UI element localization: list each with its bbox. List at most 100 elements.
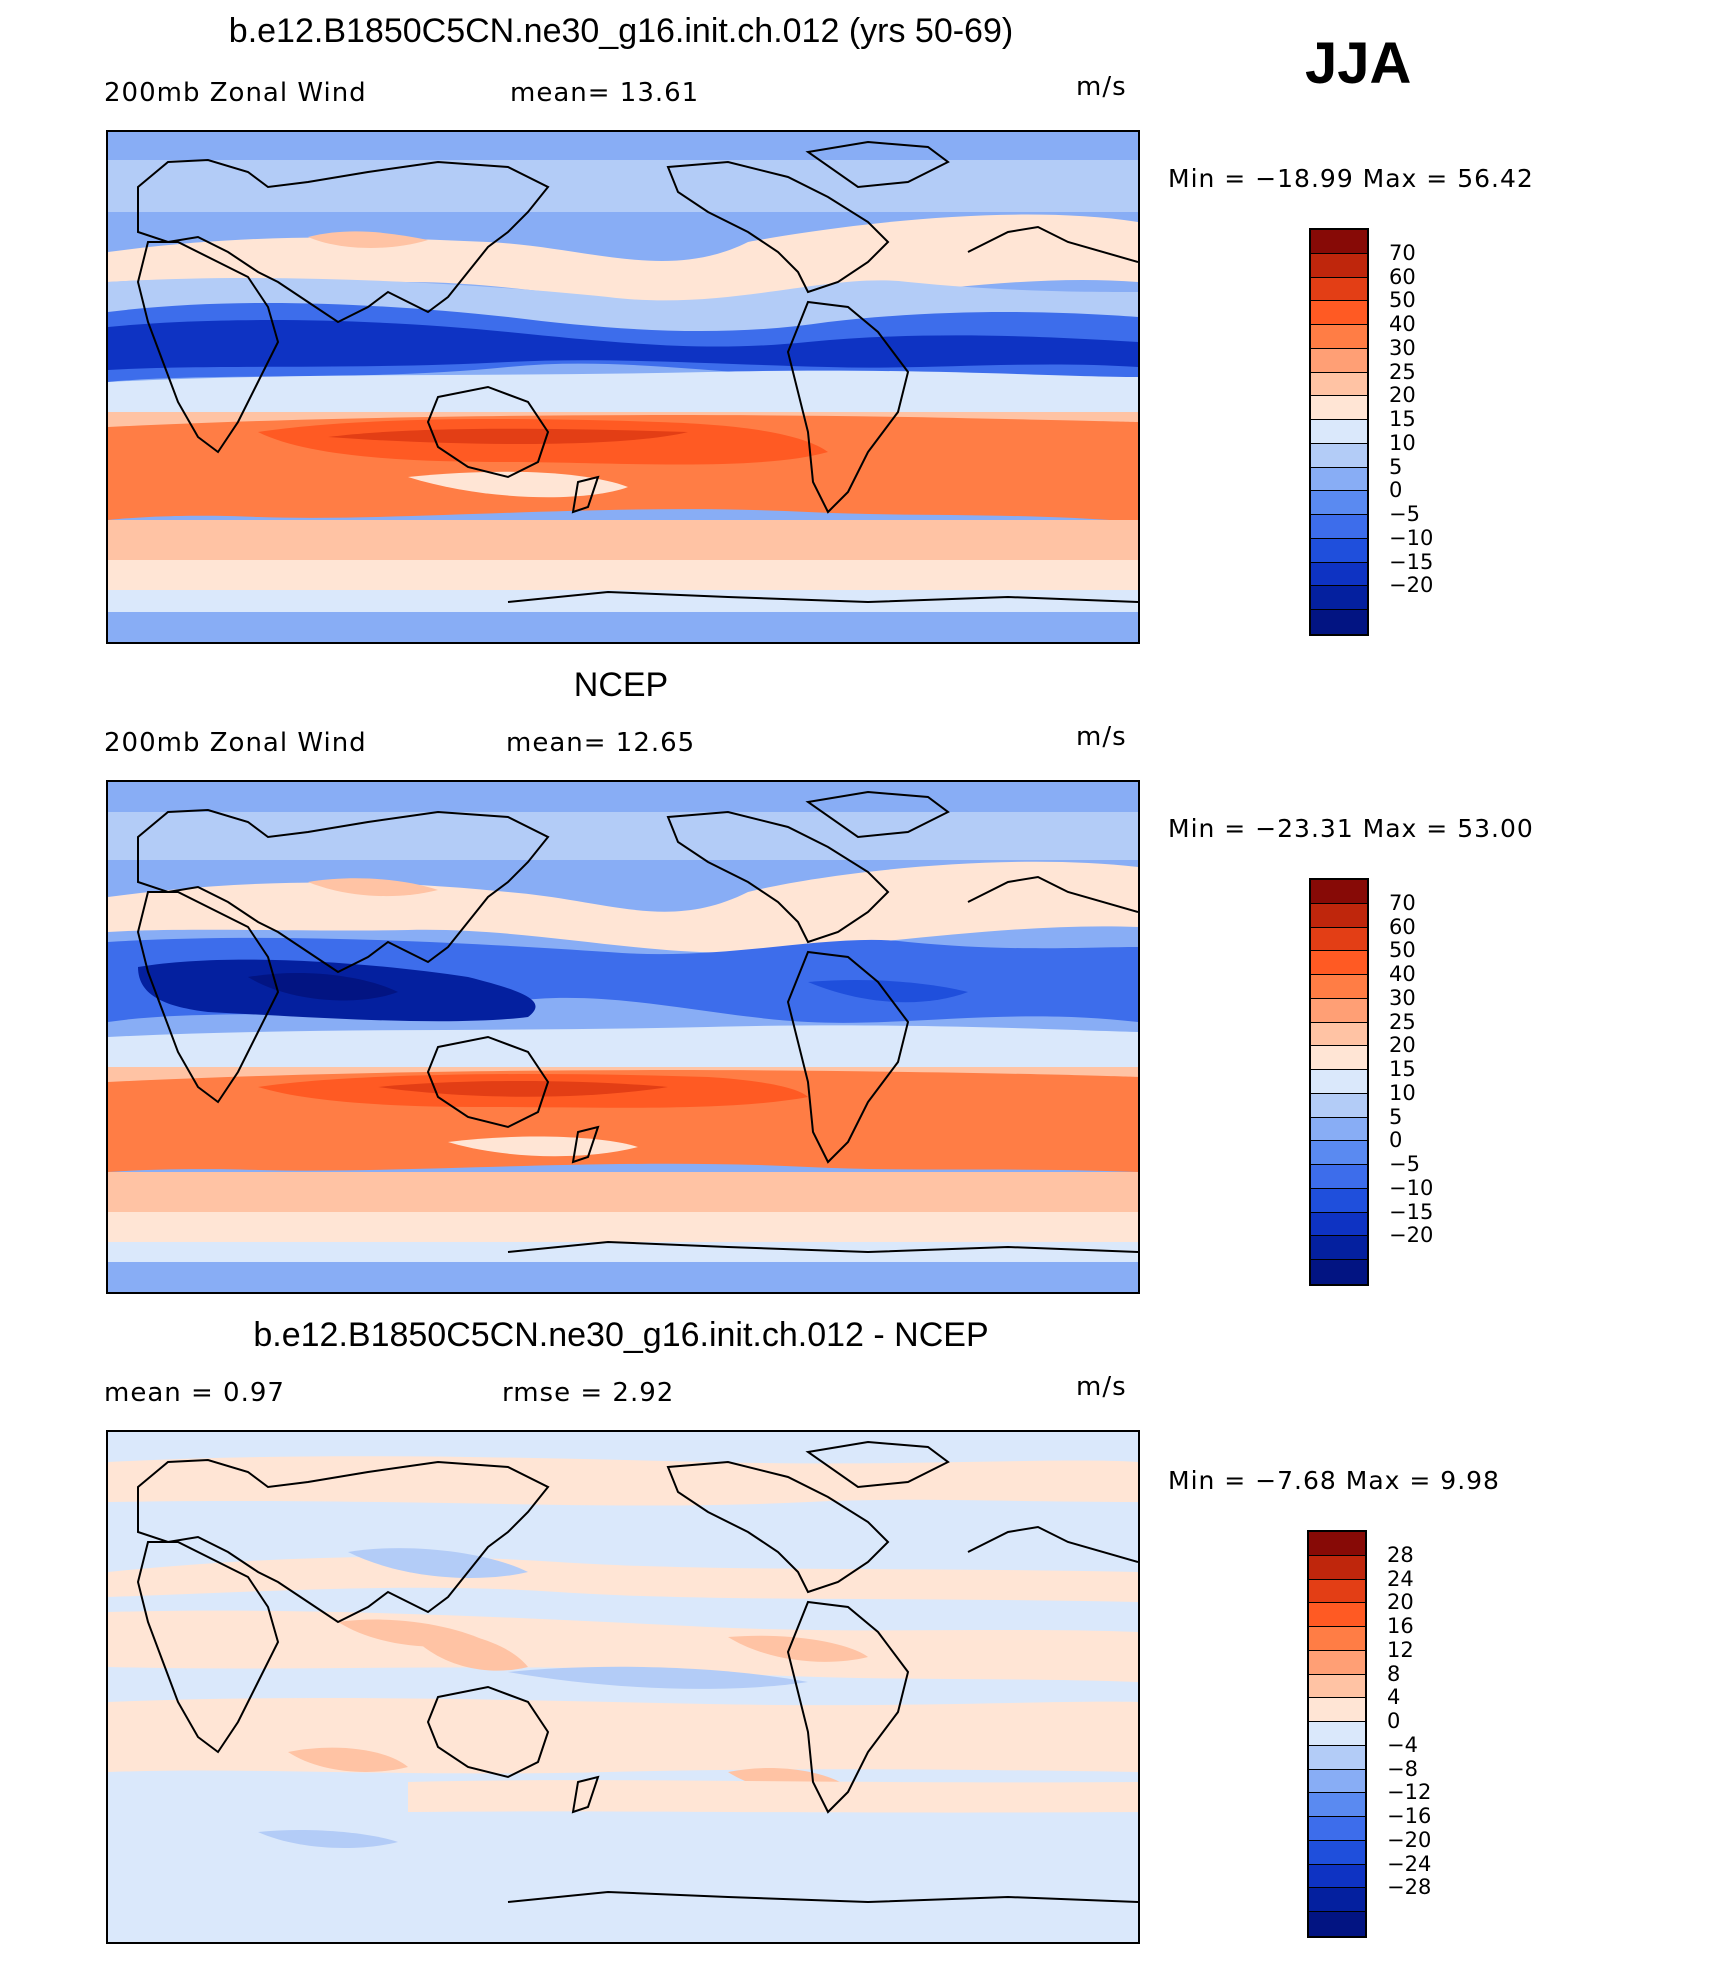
panel2-colorbar — [1309, 878, 1369, 1286]
colorbar-swatch — [1311, 1046, 1367, 1070]
colorbar-tick-label: −20 — [1389, 1223, 1434, 1248]
panel1-colorbar — [1309, 228, 1369, 636]
colorbar-swatch — [1309, 1793, 1365, 1817]
panel1-minmax: Min = −18.99 Max = 56.42 — [1168, 164, 1534, 193]
colorbar-swatch — [1311, 1212, 1367, 1237]
colorbar-tick-label: 25 — [1389, 359, 1416, 384]
colorbar-tick-label: 15 — [1389, 407, 1416, 432]
colorbar-tick-label: 16 — [1387, 1614, 1414, 1639]
colorbar-swatch — [1309, 1603, 1365, 1627]
panel2-title: NCEP — [573, 666, 669, 704]
colorbar-swatch — [1311, 443, 1367, 468]
colorbar-swatch — [1309, 1817, 1365, 1841]
colorbar-tick-label: −16 — [1387, 1804, 1432, 1829]
colorbar-swatch — [1309, 1864, 1365, 1889]
colorbar-swatch — [1311, 467, 1367, 492]
colorbar-swatch — [1311, 1093, 1367, 1118]
colorbar-tick-label: 20 — [1387, 1590, 1414, 1615]
colorbar-tick-label: 40 — [1389, 962, 1416, 987]
colorbar-swatch — [1311, 325, 1367, 349]
colorbar-swatch — [1309, 1745, 1365, 1770]
colorbar-tick-label: 5 — [1389, 454, 1403, 479]
panel2-field-label: 200mb Zonal Wind — [104, 728, 367, 758]
colorbar-swatch — [1311, 1165, 1367, 1189]
colorbar-swatch — [1309, 1532, 1365, 1556]
colorbar-swatch — [1311, 1117, 1367, 1142]
colorbar-tick-label: 0 — [1389, 478, 1403, 503]
colorbar-tick-label: −15 — [1389, 1199, 1434, 1224]
colorbar-tick-label: 10 — [1389, 430, 1416, 455]
colorbar-swatch — [1311, 903, 1367, 928]
panel3-rmse-label: rmse = 2.92 — [502, 1378, 675, 1408]
colorbar-tick-label: 70 — [1389, 890, 1416, 915]
panel3-title: b.e12.B1850C5CN.ne30_g16.init.ch.012 - N… — [253, 1316, 989, 1354]
colorbar-swatch — [1311, 975, 1367, 999]
panel1-map-field — [108, 132, 1138, 642]
colorbar-swatch — [1309, 1840, 1365, 1865]
panel3-mean-label: mean = 0.97 — [104, 1378, 285, 1408]
colorbar-swatch — [1311, 927, 1367, 952]
colorbar-swatch — [1309, 1650, 1365, 1675]
colorbar-swatch — [1311, 1141, 1367, 1165]
colorbar-tick-label: 28 — [1387, 1542, 1414, 1567]
panel2-mean-label: mean= 12.65 — [506, 728, 696, 758]
colorbar-tick-label: 50 — [1389, 938, 1416, 963]
colorbar-swatch — [1311, 1236, 1367, 1260]
colorbar-swatch — [1309, 1674, 1365, 1699]
colorbar-tick-label: −12 — [1387, 1780, 1432, 1805]
colorbar-swatch — [1311, 1070, 1367, 1094]
colorbar-swatch — [1309, 1912, 1365, 1936]
colorbar-tick-label: 30 — [1389, 335, 1416, 360]
colorbar-tick-label: 12 — [1387, 1637, 1414, 1662]
colorbar-swatch — [1311, 420, 1367, 444]
colorbar-tick-label: 20 — [1389, 1033, 1416, 1058]
colorbar-tick-label: −5 — [1389, 1152, 1420, 1177]
colorbar-swatch — [1311, 880, 1367, 904]
colorbar-swatch — [1311, 515, 1367, 539]
colorbar-tick-label: 20 — [1389, 383, 1416, 408]
colorbar-swatch — [1311, 1188, 1367, 1213]
colorbar-tick-label: −20 — [1387, 1827, 1432, 1852]
colorbar-tick-label: 0 — [1387, 1709, 1401, 1734]
colorbar-tick-label: −10 — [1389, 1175, 1434, 1200]
colorbar-swatch — [1311, 230, 1367, 254]
colorbar-tick-label: −20 — [1389, 573, 1434, 598]
colorbar-swatch — [1311, 348, 1367, 373]
panel3-colorbar — [1307, 1530, 1367, 1938]
panel3-map — [106, 1430, 1140, 1944]
colorbar-tick-label: 25 — [1389, 1009, 1416, 1034]
panel3-minmax: Min = −7.68 Max = 9.98 — [1168, 1466, 1500, 1495]
colorbar-tick-label: −4 — [1387, 1732, 1418, 1757]
panel2-minmax: Min = −23.31 Max = 53.00 — [1168, 814, 1534, 843]
panel2-map-field — [108, 782, 1138, 1292]
colorbar-tick-label: −5 — [1389, 502, 1420, 527]
season-label: JJA — [1305, 31, 1412, 96]
colorbar-tick-label: 30 — [1389, 985, 1416, 1010]
colorbar-tick-label: 10 — [1389, 1080, 1416, 1105]
panel3-units-label: m/s — [1076, 1372, 1127, 1402]
colorbar-tick-label: 0 — [1389, 1128, 1403, 1153]
colorbar-tick-label: 15 — [1389, 1057, 1416, 1082]
colorbar-swatch — [1311, 562, 1367, 587]
colorbar-tick-label: 5 — [1389, 1104, 1403, 1129]
colorbar-swatch — [1309, 1888, 1365, 1912]
colorbar-tick-label: −28 — [1387, 1875, 1432, 1900]
colorbar-tick-label: −15 — [1389, 549, 1434, 574]
colorbar-swatch — [1311, 372, 1367, 397]
colorbar-swatch — [1309, 1579, 1365, 1604]
colorbar-tick-label: 8 — [1387, 1661, 1401, 1686]
colorbar-tick-label: 70 — [1389, 240, 1416, 265]
colorbar-tick-label: −8 — [1387, 1756, 1418, 1781]
panel1-mean-label: mean= 13.61 — [510, 78, 700, 108]
colorbar-swatch — [1311, 951, 1367, 975]
colorbar-swatch — [1311, 1022, 1367, 1047]
colorbar-tick-label: −10 — [1389, 525, 1434, 550]
colorbar-tick-label: 60 — [1389, 264, 1416, 289]
panel1-title: b.e12.B1850C5CN.ne30_g16.init.ch.012 (yr… — [228, 12, 1014, 50]
colorbar-tick-label: 60 — [1389, 914, 1416, 939]
colorbar-swatch — [1309, 1722, 1365, 1746]
colorbar-swatch — [1311, 610, 1367, 634]
colorbar-tick-label: 24 — [1387, 1566, 1414, 1591]
colorbar-swatch — [1311, 277, 1367, 302]
colorbar-tick-label: 50 — [1389, 288, 1416, 313]
